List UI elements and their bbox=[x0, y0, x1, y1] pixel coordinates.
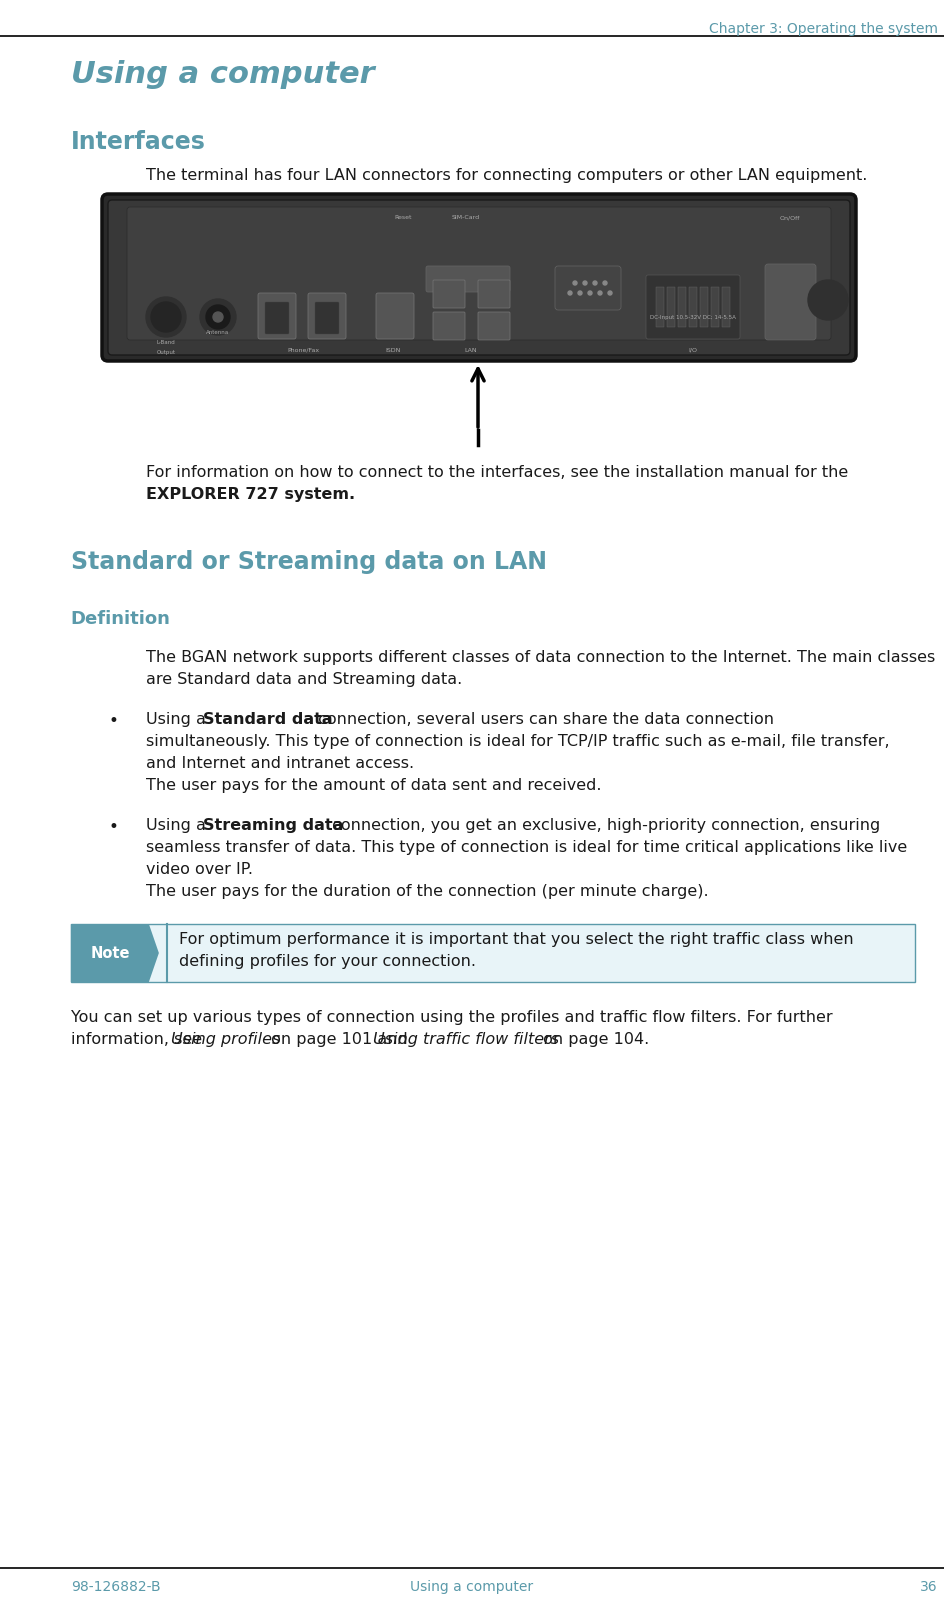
Text: On/Off: On/Off bbox=[779, 215, 800, 220]
Text: Standard or Streaming data on LAN: Standard or Streaming data on LAN bbox=[71, 550, 547, 574]
Text: ISDN: ISDN bbox=[385, 348, 400, 353]
Circle shape bbox=[607, 290, 612, 295]
Text: •: • bbox=[109, 712, 118, 730]
Text: Using a: Using a bbox=[146, 818, 211, 832]
Circle shape bbox=[807, 281, 847, 321]
FancyBboxPatch shape bbox=[478, 313, 510, 340]
FancyBboxPatch shape bbox=[258, 294, 295, 338]
Text: on page 104.: on page 104. bbox=[537, 1031, 649, 1047]
Circle shape bbox=[602, 281, 606, 286]
Text: Note: Note bbox=[90, 945, 129, 961]
Text: Definition: Definition bbox=[71, 610, 171, 629]
Text: The user pays for the duration of the connection (per minute charge).: The user pays for the duration of the co… bbox=[146, 884, 708, 898]
FancyBboxPatch shape bbox=[426, 266, 510, 292]
Text: are Standard data and Streaming data.: are Standard data and Streaming data. bbox=[146, 672, 463, 687]
Text: connection, several users can share the data connection: connection, several users can share the … bbox=[313, 712, 774, 727]
Text: connection, you get an exclusive, high-priority connection, ensuring: connection, you get an exclusive, high-p… bbox=[328, 818, 880, 832]
Circle shape bbox=[582, 281, 586, 286]
Circle shape bbox=[567, 290, 571, 295]
Circle shape bbox=[145, 297, 186, 337]
Text: DC-Input 10.5-32V DC; 14-5.5A: DC-Input 10.5-32V DC; 14-5.5A bbox=[649, 314, 735, 321]
Text: information, see: information, see bbox=[71, 1031, 207, 1047]
FancyBboxPatch shape bbox=[554, 266, 620, 310]
FancyBboxPatch shape bbox=[376, 294, 413, 338]
Text: on page 101 and: on page 101 and bbox=[265, 1031, 413, 1047]
Text: SIM-Card: SIM-Card bbox=[451, 215, 480, 220]
FancyBboxPatch shape bbox=[478, 281, 510, 308]
FancyBboxPatch shape bbox=[646, 274, 739, 338]
FancyBboxPatch shape bbox=[721, 287, 729, 327]
Text: Using a computer: Using a computer bbox=[71, 59, 374, 88]
Text: L-Band: L-Band bbox=[157, 340, 176, 345]
FancyBboxPatch shape bbox=[264, 302, 289, 334]
FancyBboxPatch shape bbox=[314, 302, 339, 334]
Text: Using a computer: Using a computer bbox=[410, 1580, 533, 1594]
Circle shape bbox=[587, 290, 591, 295]
Text: I/O: I/O bbox=[688, 348, 697, 353]
Text: Antenna: Antenna bbox=[206, 330, 229, 335]
Text: Output: Output bbox=[157, 350, 176, 354]
Text: Using traffic flow filters: Using traffic flow filters bbox=[373, 1031, 559, 1047]
Text: •: • bbox=[109, 818, 118, 836]
Text: Using a: Using a bbox=[146, 712, 211, 727]
Text: Interfaces: Interfaces bbox=[71, 130, 206, 154]
Circle shape bbox=[598, 290, 601, 295]
Circle shape bbox=[572, 281, 577, 286]
Text: Chapter 3: Operating the system: Chapter 3: Operating the system bbox=[708, 22, 937, 35]
Text: Using profiles: Using profiles bbox=[171, 1031, 280, 1047]
Text: The user pays for the amount of data sent and received.: The user pays for the amount of data sen… bbox=[146, 778, 601, 792]
FancyBboxPatch shape bbox=[71, 924, 914, 982]
Text: You can set up various types of connection using the profiles and traffic flow f: You can set up various types of connecti… bbox=[71, 1011, 832, 1025]
Text: The BGAN network supports different classes of data connection to the Internet. : The BGAN network supports different clas… bbox=[146, 650, 935, 666]
Text: For optimum performance it is important that you select the right traffic class : For optimum performance it is important … bbox=[178, 932, 852, 946]
FancyBboxPatch shape bbox=[126, 207, 830, 340]
FancyBboxPatch shape bbox=[700, 287, 707, 327]
Text: EXPLORER 727 system.: EXPLORER 727 system. bbox=[146, 488, 355, 502]
Text: 36: 36 bbox=[919, 1580, 937, 1594]
Text: For information on how to connect to the interfaces, see the installation manual: For information on how to connect to the… bbox=[146, 465, 848, 480]
Circle shape bbox=[206, 305, 229, 329]
Text: video over IP.: video over IP. bbox=[146, 861, 253, 877]
Circle shape bbox=[151, 302, 181, 332]
Circle shape bbox=[578, 290, 582, 295]
Text: simultaneously. This type of connection is ideal for TCP/IP traffic such as e-ma: simultaneously. This type of connection … bbox=[146, 735, 889, 749]
Text: defining profiles for your connection.: defining profiles for your connection. bbox=[178, 954, 476, 969]
Text: Reset: Reset bbox=[394, 215, 412, 220]
Text: seamless transfer of data. This type of connection is ideal for time critical ap: seamless transfer of data. This type of … bbox=[146, 840, 907, 855]
Text: Standard data: Standard data bbox=[203, 712, 332, 727]
Text: LAN: LAN bbox=[464, 348, 477, 353]
FancyBboxPatch shape bbox=[655, 287, 664, 327]
FancyBboxPatch shape bbox=[432, 313, 464, 340]
FancyBboxPatch shape bbox=[765, 265, 815, 340]
Text: and Internet and intranet access.: and Internet and intranet access. bbox=[146, 755, 414, 772]
FancyBboxPatch shape bbox=[710, 287, 718, 327]
FancyBboxPatch shape bbox=[666, 287, 674, 327]
Circle shape bbox=[593, 281, 597, 286]
Text: The terminal has four LAN connectors for connecting computers or other LAN equip: The terminal has four LAN connectors for… bbox=[146, 168, 867, 183]
Circle shape bbox=[212, 313, 223, 322]
Polygon shape bbox=[71, 924, 159, 982]
FancyBboxPatch shape bbox=[108, 200, 849, 354]
Circle shape bbox=[200, 298, 236, 335]
FancyBboxPatch shape bbox=[432, 281, 464, 308]
FancyBboxPatch shape bbox=[102, 194, 855, 361]
Text: Phone/Fax: Phone/Fax bbox=[287, 348, 319, 353]
Text: 98-126882-B: 98-126882-B bbox=[71, 1580, 160, 1594]
FancyBboxPatch shape bbox=[308, 294, 346, 338]
FancyBboxPatch shape bbox=[677, 287, 685, 327]
Text: Streaming data: Streaming data bbox=[203, 818, 344, 832]
FancyBboxPatch shape bbox=[688, 287, 697, 327]
